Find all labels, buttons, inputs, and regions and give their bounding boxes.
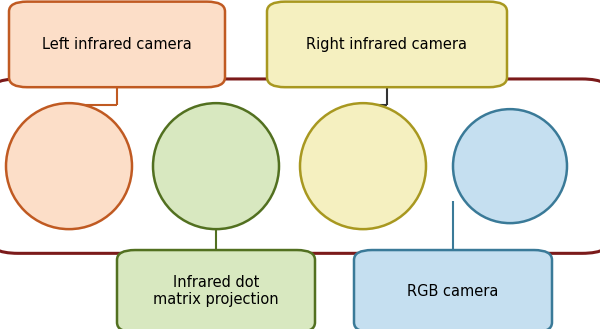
FancyBboxPatch shape bbox=[9, 2, 225, 87]
Text: RGB camera: RGB camera bbox=[407, 284, 499, 299]
FancyBboxPatch shape bbox=[117, 250, 315, 329]
Ellipse shape bbox=[453, 109, 567, 223]
FancyBboxPatch shape bbox=[0, 79, 600, 253]
Text: Right infrared camera: Right infrared camera bbox=[307, 37, 467, 52]
Ellipse shape bbox=[300, 103, 426, 229]
Ellipse shape bbox=[6, 103, 132, 229]
FancyBboxPatch shape bbox=[354, 250, 552, 329]
Text: Infrared dot
matrix projection: Infrared dot matrix projection bbox=[153, 275, 279, 307]
Text: Left infrared camera: Left infrared camera bbox=[42, 37, 192, 52]
Ellipse shape bbox=[153, 103, 279, 229]
FancyBboxPatch shape bbox=[267, 2, 507, 87]
